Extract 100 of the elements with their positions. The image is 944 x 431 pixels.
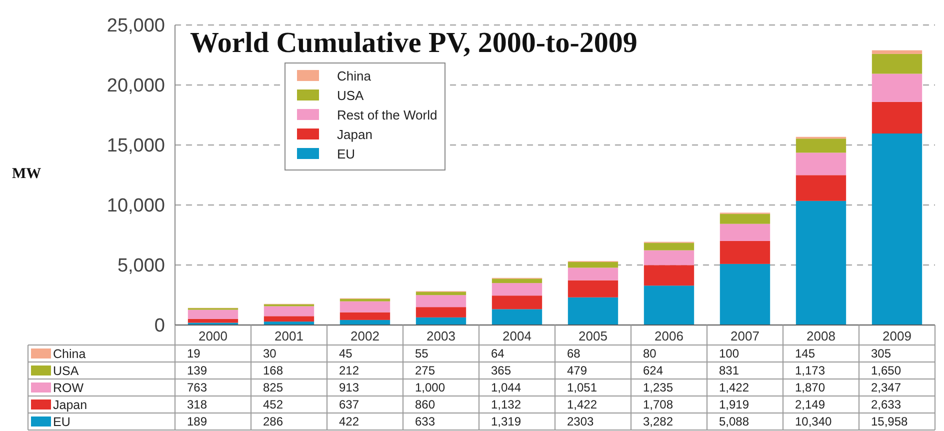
data-label: 1,650 xyxy=(871,364,902,378)
bar xyxy=(568,297,618,325)
bar xyxy=(720,264,770,325)
data-label: 318 xyxy=(187,398,208,412)
data-label: 2,633 xyxy=(871,398,902,412)
bar xyxy=(644,286,694,325)
x-tick-label: 2000 xyxy=(198,328,228,344)
data-label: 624 xyxy=(643,364,664,378)
bar xyxy=(720,224,770,241)
bar xyxy=(796,152,846,176)
x-tick-label: 2004 xyxy=(502,328,532,344)
y-tick-label: 5,000 xyxy=(117,256,165,277)
bar xyxy=(492,283,542,296)
bar xyxy=(492,278,542,284)
bar xyxy=(492,309,542,325)
data-label: 286 xyxy=(263,414,284,429)
data-label: 30 xyxy=(263,346,277,361)
data-label: 10,340 xyxy=(795,414,832,429)
data-label: 145 xyxy=(795,346,816,361)
data-label: 422 xyxy=(339,414,360,429)
data-label: 1,919 xyxy=(719,398,750,412)
x-tick-label: 2005 xyxy=(578,328,608,344)
bar xyxy=(872,54,922,74)
data-label: 168 xyxy=(263,364,284,378)
text: ROW xyxy=(53,380,84,395)
bar xyxy=(796,138,846,153)
bar xyxy=(872,74,922,102)
data-label: 1,173 xyxy=(795,364,826,378)
bar xyxy=(872,134,922,325)
data-label: 55 xyxy=(415,346,429,361)
data-label: 139 xyxy=(187,364,208,378)
data-label: 2,347 xyxy=(871,380,902,395)
data-label: 825 xyxy=(263,380,284,395)
data-label: 212 xyxy=(339,364,360,378)
data-label: 2,149 xyxy=(795,398,826,412)
bar xyxy=(796,175,846,201)
bar xyxy=(188,310,238,319)
data-label: 1,235 xyxy=(643,380,674,395)
data-label: 365 xyxy=(491,364,512,378)
x-tick-label: 2003 xyxy=(426,328,456,344)
x-tick-label: 2002 xyxy=(350,328,380,344)
bar xyxy=(492,296,542,310)
data-label: 64 xyxy=(491,346,505,361)
data-label: 913 xyxy=(339,380,360,395)
legend-label: USA xyxy=(337,88,364,104)
data-label: 1,044 xyxy=(491,380,522,395)
data-label: 1,000 xyxy=(415,380,446,395)
bar xyxy=(568,268,618,280)
data-label: 831 xyxy=(719,364,740,378)
data-label: 860 xyxy=(415,398,436,412)
x-tick-label: 2008 xyxy=(806,328,836,344)
y-tick-label: 15,000 xyxy=(106,136,165,157)
bar xyxy=(720,214,770,224)
data-label: 5,088 xyxy=(719,414,750,429)
y-axis-title: MW xyxy=(12,166,42,182)
y-tick-label: 25,000 xyxy=(106,16,165,37)
data-label: 2303 xyxy=(567,414,594,429)
legend-label: Rest of the World xyxy=(337,108,438,123)
data-label: 452 xyxy=(263,398,284,412)
bar xyxy=(872,50,922,54)
text: Japan xyxy=(53,398,88,412)
bar xyxy=(264,306,314,316)
data-label: 189 xyxy=(187,414,208,429)
data-label: 1,319 xyxy=(491,414,522,429)
data-label: 68 xyxy=(567,346,581,361)
legend-label: China xyxy=(337,68,372,84)
bar xyxy=(416,295,466,308)
x-tick-label: 2001 xyxy=(274,328,304,344)
bar xyxy=(188,318,238,323)
data-label: 1,708 xyxy=(643,398,674,412)
bar xyxy=(644,250,694,266)
data-label: 45 xyxy=(339,346,353,361)
bar xyxy=(416,307,466,318)
data-label: 80 xyxy=(643,346,657,361)
data-label: 100 xyxy=(719,346,740,361)
text: China xyxy=(53,346,86,361)
bar xyxy=(340,312,390,320)
bar xyxy=(568,262,618,268)
legend-label: EU xyxy=(337,146,356,162)
data-label: 633 xyxy=(415,414,436,429)
x-tick-label: 2006 xyxy=(654,328,684,344)
y-tick-label: 10,000 xyxy=(106,196,165,217)
bar xyxy=(416,317,466,325)
bar xyxy=(720,240,770,264)
text: USA xyxy=(53,364,80,378)
y-tick-label: 20,000 xyxy=(106,76,165,97)
bar xyxy=(568,280,618,298)
data-label: 1,422 xyxy=(567,398,598,412)
bar xyxy=(796,200,846,325)
data-label: 1,132 xyxy=(491,398,522,412)
data-label: 763 xyxy=(187,380,208,395)
data-label: 305 xyxy=(871,346,892,361)
data-label: 637 xyxy=(339,398,360,412)
bar xyxy=(644,242,694,250)
y-tick-label: 0 xyxy=(154,316,165,337)
data-label: 1,051 xyxy=(567,380,598,395)
bar xyxy=(872,102,922,134)
bar xyxy=(264,316,314,322)
x-tick-label: 2009 xyxy=(882,328,912,344)
legend-label: Japan xyxy=(337,127,372,142)
